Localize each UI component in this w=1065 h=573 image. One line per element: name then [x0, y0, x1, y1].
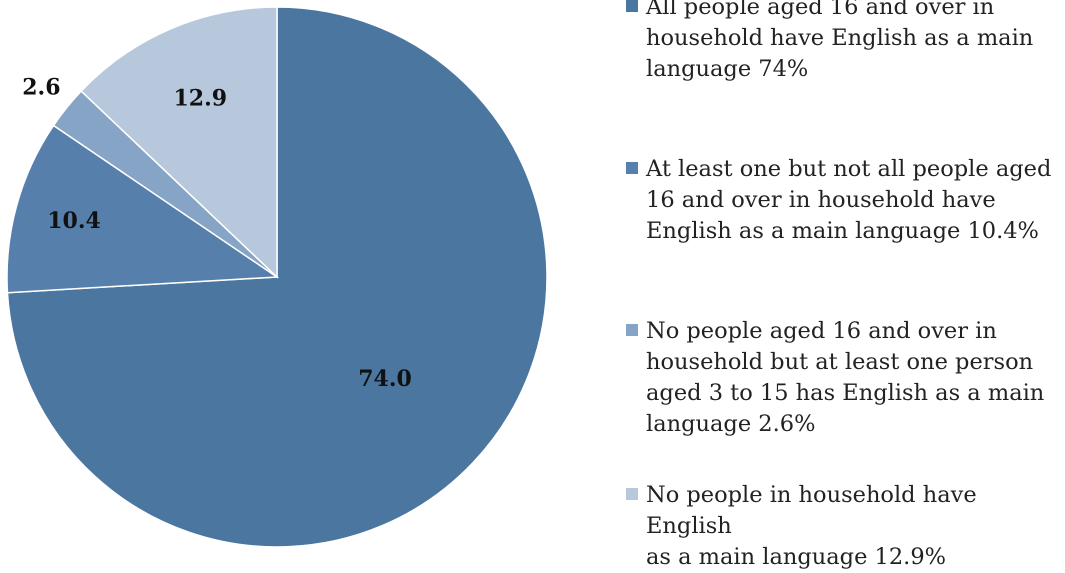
legend-label-all-adults: All people aged 16 and over in household… [646, 0, 1034, 82]
legend-swatch-all-adults [626, 0, 638, 12]
pie-slice-some-adults [6, 124, 280, 294]
pie-label-all-adults: 74.0 [358, 366, 412, 392]
legend-item-some-adults: At least one but not all people aged 16 … [626, 154, 1062, 247]
pie-chart: 74.0 10.4 2.6 12.9 [6, 6, 548, 548]
legend-label-children-only: No people aged 16 and over in household … [646, 318, 1045, 437]
pie-label-children-only: 2.6 [22, 74, 60, 100]
legend-item-all-adults: All people aged 16 and over in household… [626, 0, 1062, 85]
legend-label-some-adults: At least one but not all people aged 16 … [646, 156, 1052, 244]
legend-label-no-one: No people in household have English as a… [646, 482, 977, 570]
legend-swatch-some-adults [626, 162, 638, 174]
pie-label-some-adults: 10.4 [47, 208, 101, 234]
legend-item-children-only: No people aged 16 and over in household … [626, 316, 1062, 440]
legend-swatch-no-one [626, 488, 638, 500]
legend-swatch-children-only [626, 324, 638, 336]
pie-label-no-one: 12.9 [174, 85, 228, 111]
legend-item-no-one: No people in household have English as a… [626, 480, 1062, 573]
pie-slice-no-one [80, 6, 278, 279]
